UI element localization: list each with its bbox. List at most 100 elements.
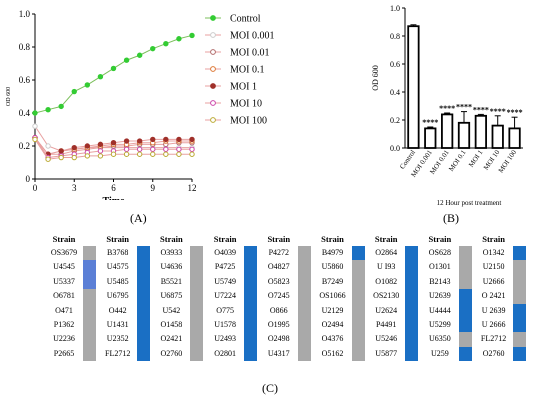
bar xyxy=(441,113,454,149)
strain-status-cell xyxy=(458,317,472,333)
data-point xyxy=(176,136,182,143)
strain-name: O 2421 xyxy=(481,291,506,301)
strain-name: O2864 xyxy=(375,248,398,257)
strain-name: O2494 xyxy=(321,319,344,329)
data-point xyxy=(163,151,169,157)
data-point xyxy=(45,143,51,149)
strain-status-cell xyxy=(83,260,96,275)
strain-name: O4039 xyxy=(214,248,236,257)
strain-status-cell xyxy=(512,317,526,333)
legend-label: MOI 0.001 xyxy=(230,31,274,42)
strain-status-cell xyxy=(190,246,204,261)
strain-name: P4272 xyxy=(268,248,290,257)
strain-name: O2498 xyxy=(267,334,290,344)
strain-name: OS3679 xyxy=(50,248,78,257)
strain-status-cell xyxy=(244,260,258,275)
strain-status-cell xyxy=(458,274,472,290)
data-point xyxy=(176,146,182,153)
growth-curve-axes: 0 3 6 9 12 0 0.2 0.4 0.6 0.8 1.0 Time OD 600 xyxy=(6,9,197,200)
growth-curve-series xyxy=(32,32,195,162)
strain-name: P4491 xyxy=(375,319,397,329)
strain-name: U6875 xyxy=(160,291,183,301)
significance-label: **** xyxy=(422,118,438,127)
strain-status-cell xyxy=(351,317,365,333)
data-point xyxy=(123,146,130,153)
strain-status-cell xyxy=(190,260,204,275)
strain-status-cell xyxy=(351,332,365,347)
strain-column-header: Strain xyxy=(321,234,344,244)
y-tick-label: 0.8 xyxy=(19,42,31,52)
strain-name: O5162 xyxy=(321,348,344,358)
strain-status-cell xyxy=(458,260,472,275)
data-point xyxy=(136,138,143,144)
strain-status-cell xyxy=(83,303,96,318)
strain-status-cell xyxy=(297,246,311,261)
panel-label-c: (C) xyxy=(262,381,278,395)
strain-status-cell xyxy=(351,246,365,261)
data-point xyxy=(176,36,182,42)
data-point xyxy=(123,151,130,157)
data-point xyxy=(189,136,195,143)
data-point xyxy=(110,65,117,72)
strain-name: U2129 xyxy=(321,305,344,315)
data-point xyxy=(163,146,169,153)
data-point xyxy=(189,151,195,157)
strain-status-column xyxy=(297,246,311,362)
strain-column-header: Strain xyxy=(428,234,452,244)
strain-column-header: Strain xyxy=(213,234,237,244)
strain-status-cell xyxy=(136,317,150,333)
strain-name: O1342 xyxy=(482,248,505,257)
strain-status-cell xyxy=(351,289,365,304)
strain-name: U4444 xyxy=(429,305,451,315)
strain-status-cell xyxy=(244,274,258,290)
strain-column-header: Strain xyxy=(482,234,505,244)
strain-name: O5823 xyxy=(267,276,290,286)
data-point xyxy=(136,146,143,153)
legend-swatch-marker xyxy=(210,49,216,55)
strain-name: U2624 xyxy=(375,305,398,315)
growth-curve-legend: Control MOI 0.001 MOI 0.01 MOI 0.1 MOI 1 MOI … xyxy=(205,14,274,127)
strain-name: U4636 xyxy=(160,262,183,272)
od-bar-chart: 0.0 0.2 0.4 0.6 0.8 1.0 OD 600 12 Hour post tre… xyxy=(371,4,523,207)
panel-label-a: (A) xyxy=(130,211,147,225)
strain-name: U2639 xyxy=(429,291,451,301)
data-point xyxy=(71,154,77,161)
data-point xyxy=(45,107,51,113)
strain-status-cell xyxy=(136,332,150,347)
strain-name: U5877 xyxy=(375,348,398,358)
growth-curve-chart: 0 3 6 9 12 0 0.2 0.4 0.6 0.8 1.0 Time OD 600 Control… xyxy=(6,9,274,200)
strain-status-column xyxy=(458,246,472,362)
strain-name: O7245 xyxy=(267,291,290,301)
y-axis-label: OD 600 xyxy=(371,65,380,91)
strain-name: U1578 xyxy=(214,319,236,329)
y-tick-label: 0.6 xyxy=(390,60,400,69)
y-tick-label: 0.4 xyxy=(19,108,31,118)
legend-label: MOI 10 xyxy=(230,99,262,110)
bar xyxy=(424,127,437,149)
strain-name: FL2712 xyxy=(105,348,131,358)
data-point xyxy=(176,151,182,157)
strain-name: O471 xyxy=(55,305,73,315)
panel-label-b: (B) xyxy=(443,211,459,225)
data-point xyxy=(58,148,64,154)
strain-status-cell xyxy=(83,246,96,261)
strain-status-cell xyxy=(190,274,204,290)
data-point xyxy=(32,123,38,129)
data-point xyxy=(97,141,104,148)
data-point xyxy=(189,32,195,39)
strain-name: O775 xyxy=(216,305,234,315)
strain-name: OS628 xyxy=(428,248,451,257)
data-point xyxy=(32,136,38,143)
data-point xyxy=(58,154,64,161)
strain-name: U4575 xyxy=(106,262,129,272)
strain-column: Strain P4272 O4827 O5823 O7245 O866 O1995 O2498… xyxy=(260,232,298,361)
strain-status-cell xyxy=(83,332,96,347)
strain-status-cell xyxy=(512,332,526,347)
data-point xyxy=(71,144,77,151)
strain-status-cell xyxy=(190,289,204,304)
strain-name: P4725 xyxy=(214,262,236,272)
strain-status-cell xyxy=(244,317,258,333)
strain-name: O2421 xyxy=(160,334,183,344)
strain-column: Strain O4039 P4725 U5749 U7224 O775 U1578 U2493… xyxy=(206,232,244,361)
bar xyxy=(457,121,471,149)
